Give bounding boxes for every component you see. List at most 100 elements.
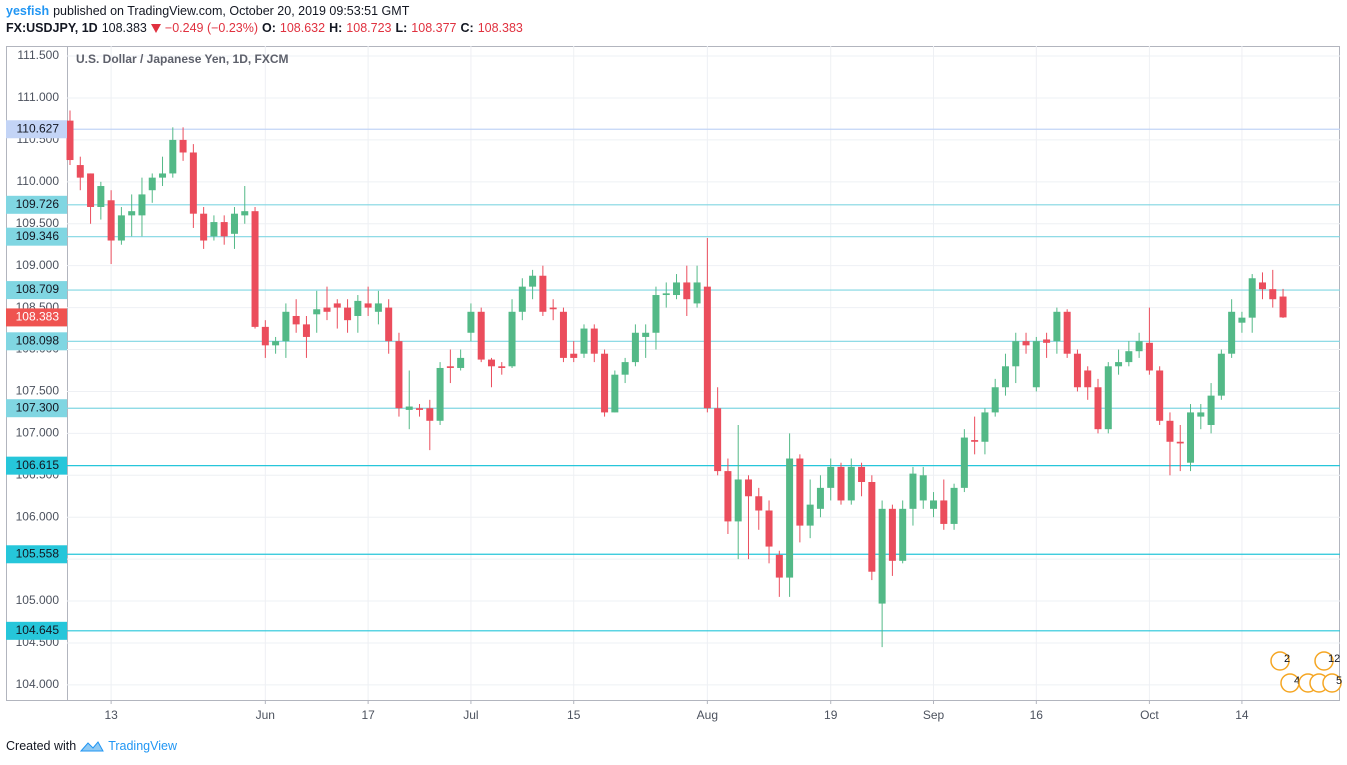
y-tick-label: 104.000 — [16, 677, 60, 691]
y-tick-label: 107.500 — [16, 384, 60, 398]
candle-body — [786, 458, 794, 578]
candle-body — [549, 307, 557, 310]
candle-body — [1135, 341, 1143, 352]
candle-body — [1125, 351, 1133, 363]
candle-body — [66, 120, 74, 161]
x-tick-label: 15 — [567, 708, 581, 722]
candle-body — [765, 510, 773, 547]
symbol: FX:USDJPY, 1D — [6, 21, 98, 35]
candle-body — [744, 479, 752, 497]
candle-body — [251, 211, 259, 327]
x-tick-label: Oct — [1140, 708, 1159, 722]
candle-body — [683, 282, 691, 300]
candle-body — [179, 139, 187, 153]
candle-body — [446, 366, 454, 368]
level-label: 107.300 — [16, 400, 60, 414]
candle-body — [693, 282, 701, 304]
candle-body — [1248, 278, 1256, 318]
candle-body — [313, 309, 321, 315]
candle-body — [1032, 341, 1040, 388]
footer: Created with TradingView — [6, 739, 177, 753]
candle-body — [148, 177, 156, 191]
high-label: H: — [329, 21, 343, 35]
publish-info: published on TradingView.com, October 20… — [53, 4, 410, 18]
level-label: 104.645 — [16, 623, 60, 637]
candle-body — [1043, 339, 1051, 343]
candle-body — [508, 311, 516, 367]
y-tick-label: 105.000 — [16, 593, 60, 607]
candle-body — [1217, 353, 1225, 396]
candle-body — [302, 324, 310, 337]
candle-body — [1145, 342, 1153, 371]
candle-body — [971, 440, 979, 442]
candle-body — [457, 357, 465, 368]
candle-body — [436, 367, 444, 421]
candle-body — [703, 286, 711, 409]
author[interactable]: yesfish — [6, 4, 50, 18]
candle-body — [416, 408, 424, 410]
candle-body — [117, 215, 125, 241]
x-tick-label: 19 — [824, 708, 838, 722]
level-label-bg — [6, 399, 67, 418]
symbol-line: FX:USDJPY, 1D 108.383 −0.249 (−0.23%) O:… — [6, 21, 523, 35]
x-tick-label: Sep — [923, 708, 945, 722]
candle-body — [1094, 387, 1102, 430]
x-tick-label: 16 — [1030, 708, 1044, 722]
candle-body — [395, 341, 403, 409]
event-badge-label: 5 — [1336, 675, 1342, 687]
level-label-bg — [6, 621, 67, 640]
event-badge — [1270, 651, 1290, 671]
chart-title: U.S. Dollar / Japanese Yen, 1D, FXCM — [76, 52, 289, 66]
candle-body — [200, 213, 208, 241]
levels — [67, 128, 1340, 632]
candle-body — [364, 303, 372, 308]
publish-line: yesfish published on TradingView.com, Oc… — [6, 4, 409, 18]
candle-body — [724, 471, 732, 522]
candle-body — [344, 307, 352, 321]
candle-body — [87, 173, 95, 207]
candle-body — [241, 211, 249, 216]
down-arrow — [150, 23, 161, 33]
candle-body — [323, 307, 331, 312]
candle-body — [1279, 296, 1287, 318]
brand[interactable]: TradingView — [108, 739, 177, 753]
x-tick-label: 14 — [1235, 708, 1249, 722]
candles — [66, 110, 1287, 648]
level-label: 109.346 — [16, 229, 60, 243]
y-tick-label: 109.000 — [16, 258, 60, 272]
candle-body — [559, 311, 567, 358]
candle-body — [590, 328, 598, 354]
candle-body — [930, 500, 938, 509]
y-tick-label: 107.000 — [16, 426, 60, 440]
candle-body — [940, 500, 948, 524]
candle-body — [796, 458, 804, 526]
candle-body — [261, 326, 269, 346]
level-label: 110.627 — [17, 121, 60, 135]
candle-body — [1166, 420, 1174, 442]
x-tick-label: Jun — [256, 708, 275, 722]
level-label: 109.726 — [16, 197, 60, 211]
y-tick-label: 109.500 — [16, 216, 60, 230]
candle-body — [282, 311, 290, 342]
candle-body — [631, 332, 639, 363]
low-label: L: — [395, 21, 408, 35]
candle-body — [1228, 311, 1236, 354]
level-label-bg — [6, 195, 67, 214]
candle-body — [714, 408, 722, 472]
candle-body — [1073, 353, 1081, 388]
candle-body — [1156, 370, 1164, 421]
candle-body — [354, 300, 362, 316]
candle-body — [919, 475, 927, 501]
y-tick-label: 111.000 — [17, 90, 59, 104]
candle-body — [230, 213, 238, 234]
axis-labels: 104.000104.500105.000105.500106.000106.5… — [6, 48, 1249, 722]
chart-frame — [6, 46, 1340, 701]
candle-body — [888, 508, 896, 561]
x-tick-label: Jul — [463, 708, 478, 722]
event-badge-label: 2 — [1284, 653, 1290, 665]
candle-body — [734, 479, 742, 522]
candle-body — [1187, 412, 1195, 463]
level-label-bg — [6, 332, 67, 351]
brand-logo — [80, 741, 105, 752]
